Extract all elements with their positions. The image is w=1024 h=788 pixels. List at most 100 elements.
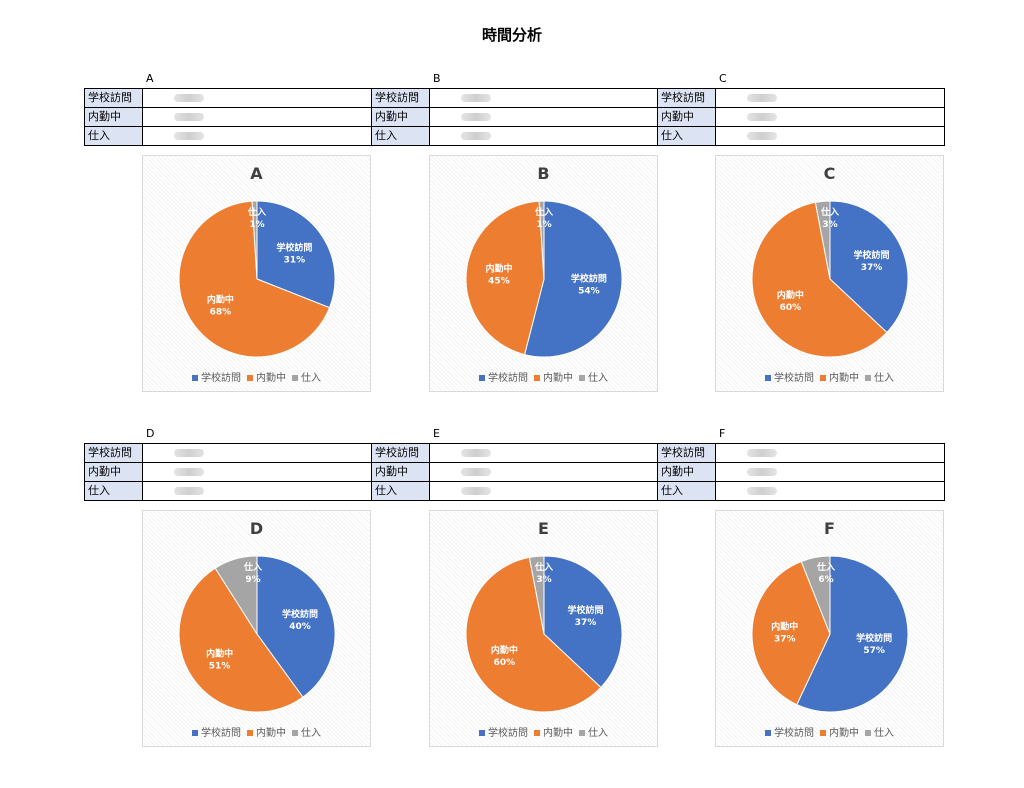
data-table: 学校訪問 内勤中 仕入 — [84, 88, 372, 146]
data-label-value: 60% — [494, 658, 516, 668]
legend-swatch — [579, 730, 585, 736]
data-label-value: 6% — [818, 575, 833, 585]
legend-item: 内勤中 — [820, 724, 859, 739]
pie-chart-c: C 学校訪問 37% 内勤中 60% 仕入 3% 学校訪問 内勤中 仕入 — [715, 155, 944, 392]
data-label-value: 31% — [284, 256, 306, 266]
data-label-category: 内勤中 — [491, 644, 518, 656]
pie-chart-d: D 学校訪問 40% 内勤中 51% 仕入 9% 学校訪問 内勤中 仕入 — [142, 510, 371, 747]
redacted-value — [715, 107, 945, 127]
legend-label: 内勤中 — [543, 373, 573, 384]
legend-item: 内勤中 — [534, 724, 573, 739]
row-label: 仕入 — [657, 481, 716, 501]
legend-label: 仕入 — [874, 728, 894, 739]
redacted-blur — [174, 113, 204, 121]
legend-swatch — [820, 375, 826, 381]
page-title: 時間分析 — [481, 26, 542, 44]
legend-label: 学校訪問 — [201, 728, 241, 739]
legend-item: 仕入 — [865, 369, 894, 384]
pie-slice-1 — [751, 560, 831, 706]
pie-slice-0 — [523, 200, 623, 358]
pie-slice-2 — [214, 555, 258, 636]
legend-item: 学校訪問 — [479, 724, 528, 739]
redacted-blur — [747, 113, 777, 121]
legend-swatch — [534, 730, 540, 736]
legend-label: 内勤中 — [829, 373, 859, 384]
data-label-value: 45% — [488, 277, 510, 287]
data-label-category: 学校訪問 — [854, 249, 890, 261]
row-label: 内勤中 — [657, 107, 716, 127]
group-letter: F — [719, 427, 726, 440]
legend-item: 仕入 — [579, 724, 608, 739]
legend-label: 学校訪問 — [774, 373, 814, 384]
legend-label: 仕入 — [588, 728, 608, 739]
data-table: 学校訪問 内勤中 仕入 — [84, 443, 372, 501]
chart-title: F — [824, 519, 835, 538]
legend-label: 学校訪問 — [488, 373, 528, 384]
data-label-category: 内勤中 — [206, 647, 233, 659]
table-row: 内勤中 — [84, 462, 372, 482]
pie-slice-1 — [751, 201, 888, 358]
chart-title: A — [250, 164, 263, 183]
table-row: 内勤中 — [657, 462, 945, 482]
group-letter: C — [719, 72, 727, 85]
legend-item: 内勤中 — [247, 369, 286, 384]
row-label: 学校訪問 — [371, 443, 430, 463]
legend-item: 学校訪問 — [479, 369, 528, 384]
row-label: 学校訪問 — [657, 443, 716, 463]
row-label: 仕入 — [84, 481, 143, 501]
group-letter: E — [433, 427, 440, 440]
redacted-value — [429, 107, 659, 127]
chart-legend: 学校訪問 内勤中 仕入 — [143, 724, 370, 739]
pie-svg: 学校訪問 37% 内勤中 60% 仕入 3% — [465, 555, 623, 713]
data-label-value: 1% — [249, 220, 264, 230]
data-label-category: 内勤中 — [777, 289, 804, 301]
pie-slice-1 — [178, 200, 331, 358]
chart-legend: 学校訪問 内勤中 仕入 — [143, 369, 370, 384]
redacted-blur — [461, 132, 491, 140]
data-label-value: 37% — [575, 618, 597, 628]
table-row: 学校訪問 — [371, 88, 659, 108]
redacted-blur — [174, 487, 204, 495]
pie-slice-0 — [256, 555, 336, 698]
legend-item: 学校訪問 — [192, 369, 241, 384]
data-label-category: 仕入 — [820, 206, 839, 218]
data-label-value: 68% — [210, 308, 232, 318]
pie-slice-1 — [465, 556, 602, 713]
redacted-value — [715, 88, 945, 108]
group-letter: B — [433, 72, 441, 85]
redacted-value — [142, 443, 372, 463]
row-label: 学校訪問 — [84, 443, 143, 463]
data-label-value: 3% — [822, 220, 837, 230]
redacted-blur — [174, 449, 204, 457]
row-label: 仕入 — [657, 126, 716, 146]
legend-item: 仕入 — [292, 724, 321, 739]
pie-slice-2 — [528, 555, 545, 635]
redacted-value — [715, 481, 945, 501]
data-label-category: 学校訪問 — [282, 608, 318, 620]
row-label: 内勤中 — [84, 462, 143, 482]
legend-swatch — [479, 730, 485, 736]
pie-chart-a: A 学校訪問 31% 内勤中 68% 仕入 1% 学校訪問 内勤中 仕入 — [142, 155, 371, 392]
legend-label: 仕入 — [588, 373, 608, 384]
redacted-value — [715, 462, 945, 482]
redacted-value — [429, 88, 659, 108]
legend-swatch — [192, 375, 198, 381]
row-label: 内勤中 — [371, 107, 430, 127]
legend-swatch — [292, 730, 298, 736]
table-row: 仕入 — [84, 126, 372, 146]
data-label-value: 51% — [209, 661, 231, 671]
data-label-value: 1% — [536, 220, 551, 230]
pie-slice-2 — [251, 200, 258, 280]
legend-swatch — [192, 730, 198, 736]
redacted-value — [429, 126, 659, 146]
legend-item: 仕入 — [865, 724, 894, 739]
table-row: 仕入 — [371, 126, 659, 146]
data-label-category: 学校訪問 — [276, 242, 312, 254]
chart-title: B — [537, 164, 550, 183]
data-label-category: 内勤中 — [485, 263, 512, 275]
pie-svg: 学校訪問 57% 内勤中 37% 仕入 6% — [751, 555, 909, 713]
pie-slice-2 — [538, 200, 545, 280]
chart-title: C — [823, 164, 836, 183]
legend-item: 学校訪問 — [765, 724, 814, 739]
table-row: 学校訪問 — [84, 443, 372, 463]
